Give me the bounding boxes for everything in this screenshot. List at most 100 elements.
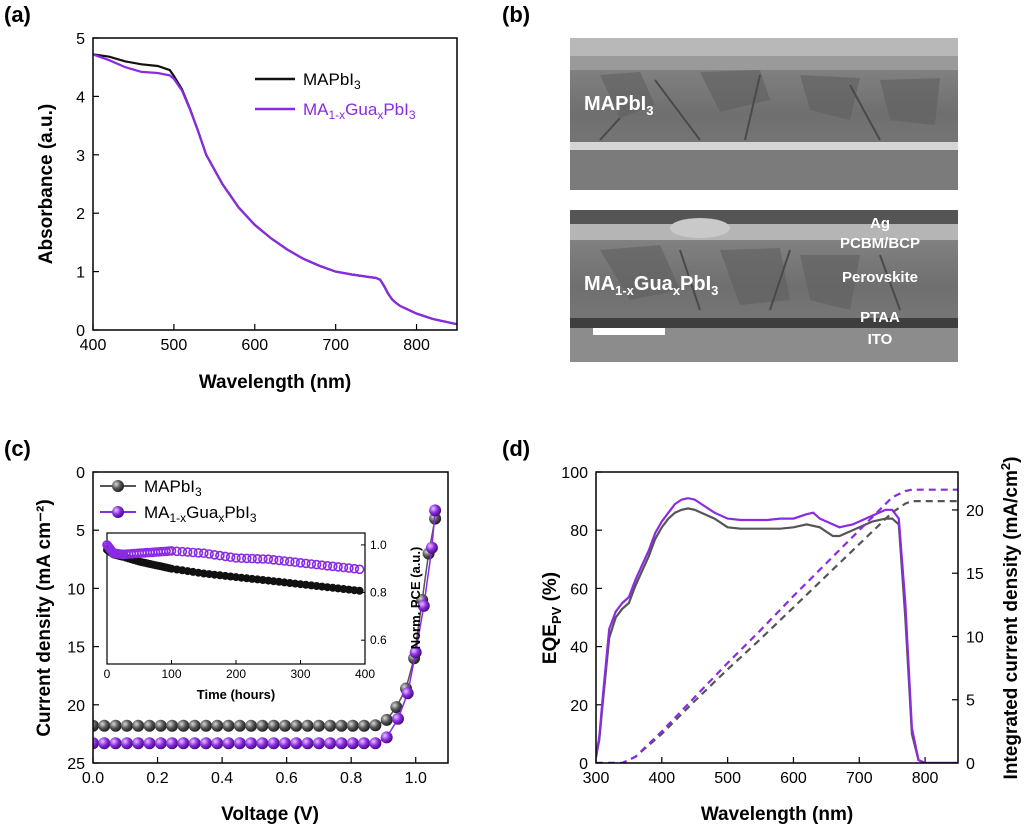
jv-point-1 [109, 737, 122, 750]
jv-point-1 [429, 504, 442, 517]
inset-point-1 [301, 558, 311, 569]
inset-point-1 [177, 546, 188, 557]
inset-axes: 0 100 200 300 400 0.6 0.8 1.0 [104, 538, 387, 681]
jv-point-1 [120, 737, 133, 750]
inset-point-1 [204, 549, 214, 559]
inset-point-1 [199, 548, 209, 559]
sem-cross-section-images: MAPbI3 MA1-xGuaxPbI3 Ag PCBM/BCP Perovsk… [570, 38, 958, 362]
eqe-xtick-label: 500 [714, 770, 741, 787]
layer-label-ptaa: PTAA [860, 309, 900, 326]
inset-point-1 [311, 559, 322, 570]
absorbance-series-lines [93, 53, 457, 326]
eqe-xtick-label: 700 [846, 770, 873, 787]
absorbance-series-1 [93, 53, 457, 326]
sem-image-mapbi3: MAPbI3 [570, 38, 958, 190]
jv-xtick-label: 0.2 [146, 770, 168, 787]
eqe-chart: 300 400 500 600 700 800 0 20 40 60 80 100 0 5 10 15 20 W… [540, 457, 1022, 825]
inset-point-1 [354, 564, 365, 575]
eqe-ytick-label: 20 [570, 698, 588, 715]
eqe-series-2 [596, 500, 958, 763]
inset-point-1 [338, 562, 349, 573]
jv-xtick-label: 0.6 [276, 770, 298, 787]
panel-label-d: (d) [502, 436, 530, 461]
jv-point-0 [120, 719, 133, 732]
jv-point-0 [390, 701, 403, 714]
eqe-ytick-label: 40 [570, 640, 588, 657]
eqe-ylabel: EQEPV (%) [540, 572, 564, 664]
jv-xtick-label: 0.8 [340, 770, 362, 787]
absorbance-ytick-label: 0 [76, 323, 85, 340]
jv-point-0 [211, 719, 224, 732]
inset-point-1 [242, 553, 252, 564]
eqe-y2tick-label: 5 [966, 693, 975, 710]
jv-point-0 [200, 719, 212, 732]
inset-ytick-label: 1.0 [370, 538, 387, 552]
jv-point-0 [154, 719, 167, 732]
jv-point-1 [233, 737, 246, 750]
inset-point-1 [236, 553, 247, 564]
layer-label-perovskite: Perovskite [842, 269, 918, 286]
inset-point-1 [193, 547, 204, 558]
jv-series-points [93, 504, 442, 750]
inset-point-1 [215, 550, 225, 561]
inset-xtick-label: 300 [290, 667, 310, 681]
jv-point-1 [177, 737, 190, 750]
inset-xtick-label: 400 [355, 667, 375, 681]
jv-ytick-label: 25 [67, 756, 85, 773]
layer-label-ito: ITO [868, 331, 893, 348]
inset-point-1 [327, 561, 338, 572]
jv-point-0 [222, 719, 235, 732]
inset-xlabel: Time (hours) [197, 687, 276, 702]
inset-point-1 [220, 551, 231, 562]
inset-point-1 [209, 549, 220, 560]
eqe-series-lines [596, 488, 958, 763]
inset-xtick-label: 0 [104, 667, 111, 681]
jv-ytick-label: 0 [76, 465, 85, 482]
jv-xtick-label: 0.4 [211, 770, 233, 787]
sem-label-mapbi3: MAPbI3 [584, 93, 653, 118]
jv-point-0 [143, 719, 156, 732]
sem-label-gua: MA1-xGuaxPbI3 [584, 273, 718, 298]
jv-point-1 [380, 731, 393, 744]
eqe-ytick-label: 80 [570, 523, 588, 540]
jv-point-1 [267, 737, 280, 750]
inset-series-points [102, 540, 365, 595]
jv-point-1 [143, 737, 156, 750]
jv-point-0 [369, 719, 382, 732]
jv-point-0 [312, 719, 325, 732]
inset-point-1 [182, 547, 193, 557]
inset-point-1 [279, 556, 290, 566]
legend-label-jv-gua: MA1-xGuaxPbI3 [144, 503, 257, 525]
sem-image-gua: MA1-xGuaxPbI3 Ag PCBM/BCP Perovskite PTA… [570, 210, 958, 362]
inset-point-1 [166, 546, 177, 556]
jv-point-1 [222, 737, 235, 750]
jv-point-1 [417, 599, 430, 612]
inset-point-1 [344, 563, 354, 573]
panel-label-b: (b) [502, 2, 530, 27]
jv-point-1 [369, 737, 382, 750]
jv-point-1 [256, 737, 269, 750]
absorbance-frame [92, 37, 458, 331]
jv-point-0 [177, 719, 190, 732]
eqe-y2tick-label: 15 [966, 566, 984, 583]
absorbance-chart: 400 500 600 700 800 0 1 2 3 4 5 Wavelength (nm) Ab… [36, 31, 458, 393]
jv-point-1 [409, 646, 422, 659]
inset-point-1 [295, 557, 306, 568]
inset-point-1 [333, 562, 343, 572]
inset-point-1 [274, 555, 284, 566]
jv-point-1 [401, 687, 414, 700]
legend-label-jv-mapbi3: MAPbI3 [144, 477, 202, 499]
layer-label-ag: Ag [870, 215, 890, 232]
eqe-y2tick-label: 20 [966, 503, 984, 520]
eqe-y2tick-label: 10 [966, 629, 984, 646]
eqe-y2tick-label: 0 [966, 756, 975, 773]
inset-point-1 [290, 557, 300, 568]
eqe-series-1 [596, 497, 958, 763]
eqe-y2label: Integrated current density (mA/cm2) [998, 457, 1022, 780]
eqe-series-3 [596, 488, 958, 763]
inset-point-1 [258, 554, 268, 564]
jv-point-0 [335, 719, 348, 732]
jv-point-1 [392, 712, 404, 725]
eqe-ytick-label: 100 [561, 465, 588, 482]
jv-ylabel: Current density (mA cm⁻²) [34, 499, 55, 736]
